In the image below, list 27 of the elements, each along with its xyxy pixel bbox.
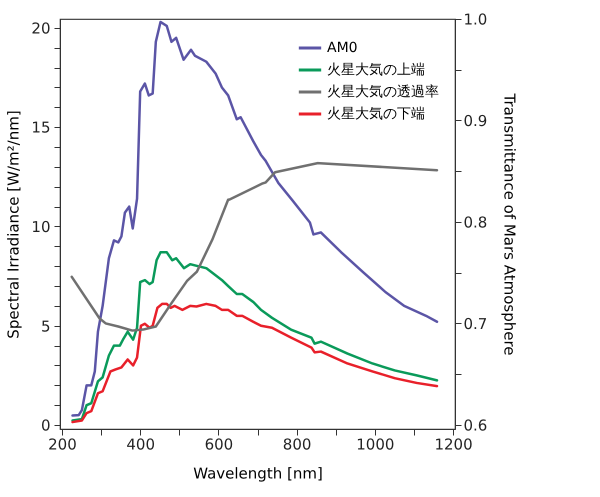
x-tick-label: 1000 (356, 436, 394, 454)
y2-tick-label: 0.6 (464, 416, 488, 434)
y2-tick-label: 0.8 (464, 213, 488, 232)
y-tick-label: 20 (31, 19, 50, 38)
legend-label: 火星大気の透過率 (327, 84, 439, 100)
line-series (71, 20, 438, 417)
legend-label: 火星大気の上端 (327, 62, 425, 78)
y-tick-label: 5 (40, 317, 50, 336)
x-tick-label: 800 (282, 436, 312, 454)
x-tick-label: 200 (48, 436, 77, 454)
y2-axis-title: Transmittance of Mars Atmosphere (500, 92, 518, 356)
line-series (71, 251, 438, 422)
x-axis-title: Wavelength [nm] (193, 464, 323, 482)
x-tick-label: 600 (204, 436, 234, 454)
y2-tick-label: 1.0 (464, 10, 488, 28)
line-series (70, 162, 438, 332)
y-tick-label: 0 (40, 416, 50, 435)
x-tick-label: 1200 (434, 436, 473, 454)
y-tick-label: 15 (31, 118, 50, 137)
legend-label: 火星大気の下端 (327, 106, 425, 122)
y2-tick-label: 0.9 (464, 112, 488, 130)
x-tick-label: 400 (126, 436, 155, 454)
y-axis-title: Spectral Irradiance [W/m²/nm] (4, 110, 22, 339)
y-tick-label: 10 (31, 218, 50, 236)
y2-tick-label: 0.7 (464, 314, 488, 333)
legend-label: AM0 (327, 40, 358, 56)
line-series (71, 302, 438, 424)
